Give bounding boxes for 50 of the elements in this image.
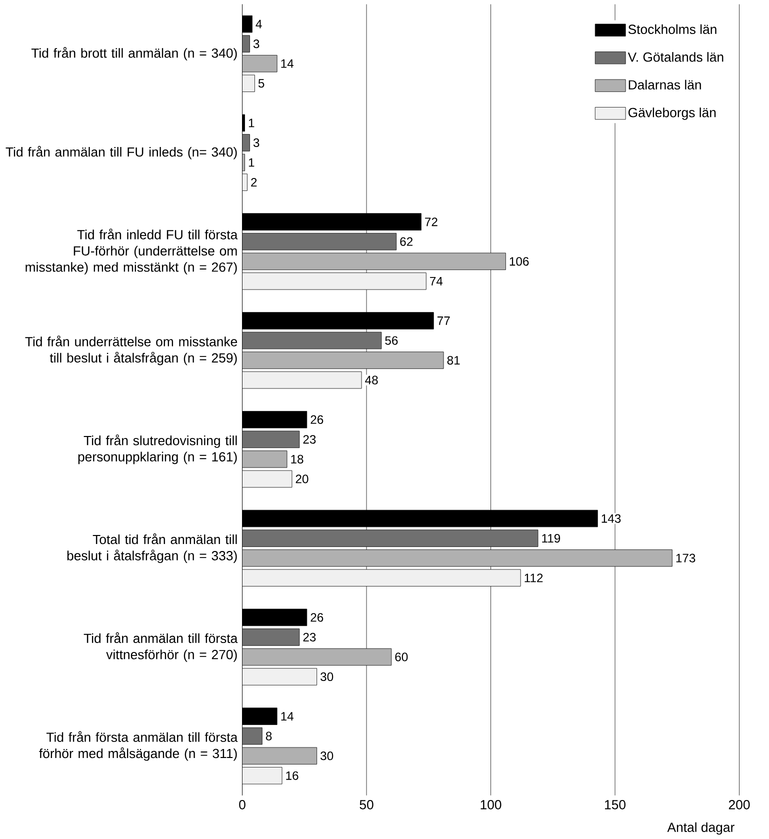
data-label: 81 [447, 356, 460, 365]
data-label: 14 [281, 712, 294, 720]
y-tick-label: Tid från inledd FU till första FU-förhör (underrättelse om misstanke) med misstänkt (n = 267) [26, 228, 238, 274]
data-label: 60 [395, 652, 408, 662]
data-label: 74 [430, 276, 443, 286]
data-label: 30 [320, 752, 334, 760]
y-tick-label: Tid från anmälan till FU inleds (n= 340) [6, 146, 237, 160]
data-label: 18 [291, 454, 304, 464]
data-label: 16 [286, 771, 298, 780]
data-label: 62 [400, 237, 413, 246]
data-label: 143 [602, 514, 621, 523]
data-label: 48 [365, 376, 378, 384]
data-label: 112 [524, 574, 543, 582]
data-label: 4 [256, 20, 262, 28]
y-tick-label: Tid från underrättelse om misstanke till beslut i åtalsfrågan (n = 259) [25, 336, 238, 366]
data-label: 20 [296, 474, 308, 484]
data-label: 77 [438, 316, 450, 325]
data-label: 72 [425, 218, 438, 226]
x-tick-label: 100 [480, 800, 502, 810]
data-label: 106 [510, 257, 529, 266]
x-tick-label: 50 [360, 800, 374, 810]
y-tick-label: Total tid från anmälan till beslut i åtalsfrågan (n = 333) [67, 533, 237, 563]
data-label: 30 [320, 672, 334, 682]
data-label: 26 [310, 415, 324, 424]
y-tick-label: Tid från brott till anmälan (n = 340) [31, 47, 237, 60]
data-label: 23 [303, 632, 316, 642]
legend-label: Stockholms län [628, 24, 716, 34]
data-label: 3 [253, 138, 260, 148]
data-label: 3 [253, 40, 260, 48]
data-label: 26 [310, 613, 324, 622]
legend-label: Gävleborgs län [628, 108, 716, 120]
y-tick-label: Tid från första anmälan till första förhör med målsägande (n = 311) [39, 731, 238, 761]
data-label: 1 [249, 118, 254, 128]
x-tick-label: 200 [729, 800, 750, 810]
data-label: 173 [676, 554, 696, 562]
legend-label: Dalarnas län [628, 80, 702, 90]
x-tick-label: 0 [239, 800, 246, 810]
data-label: 2 [251, 178, 257, 187]
legend-label: V. Götalands län [628, 52, 724, 62]
data-label: 1 [249, 158, 254, 167]
x-tick-label: 150 [605, 800, 626, 810]
y-tick-label: Tid från slutredovisning till personuppklaring (n = 161) [78, 434, 237, 464]
y-tick-label: Tid från anmälan till första vittnesförhör (n = 270) [84, 632, 238, 662]
x-axis-title: Antal dagar [667, 822, 734, 835]
data-label: 23 [303, 435, 316, 444]
data-label: 56 [385, 336, 398, 345]
data-label: 5 [258, 79, 264, 88]
data-label: 119 [542, 534, 560, 543]
data-label: 8 [266, 732, 272, 740]
data-label: 14 [281, 59, 294, 68]
